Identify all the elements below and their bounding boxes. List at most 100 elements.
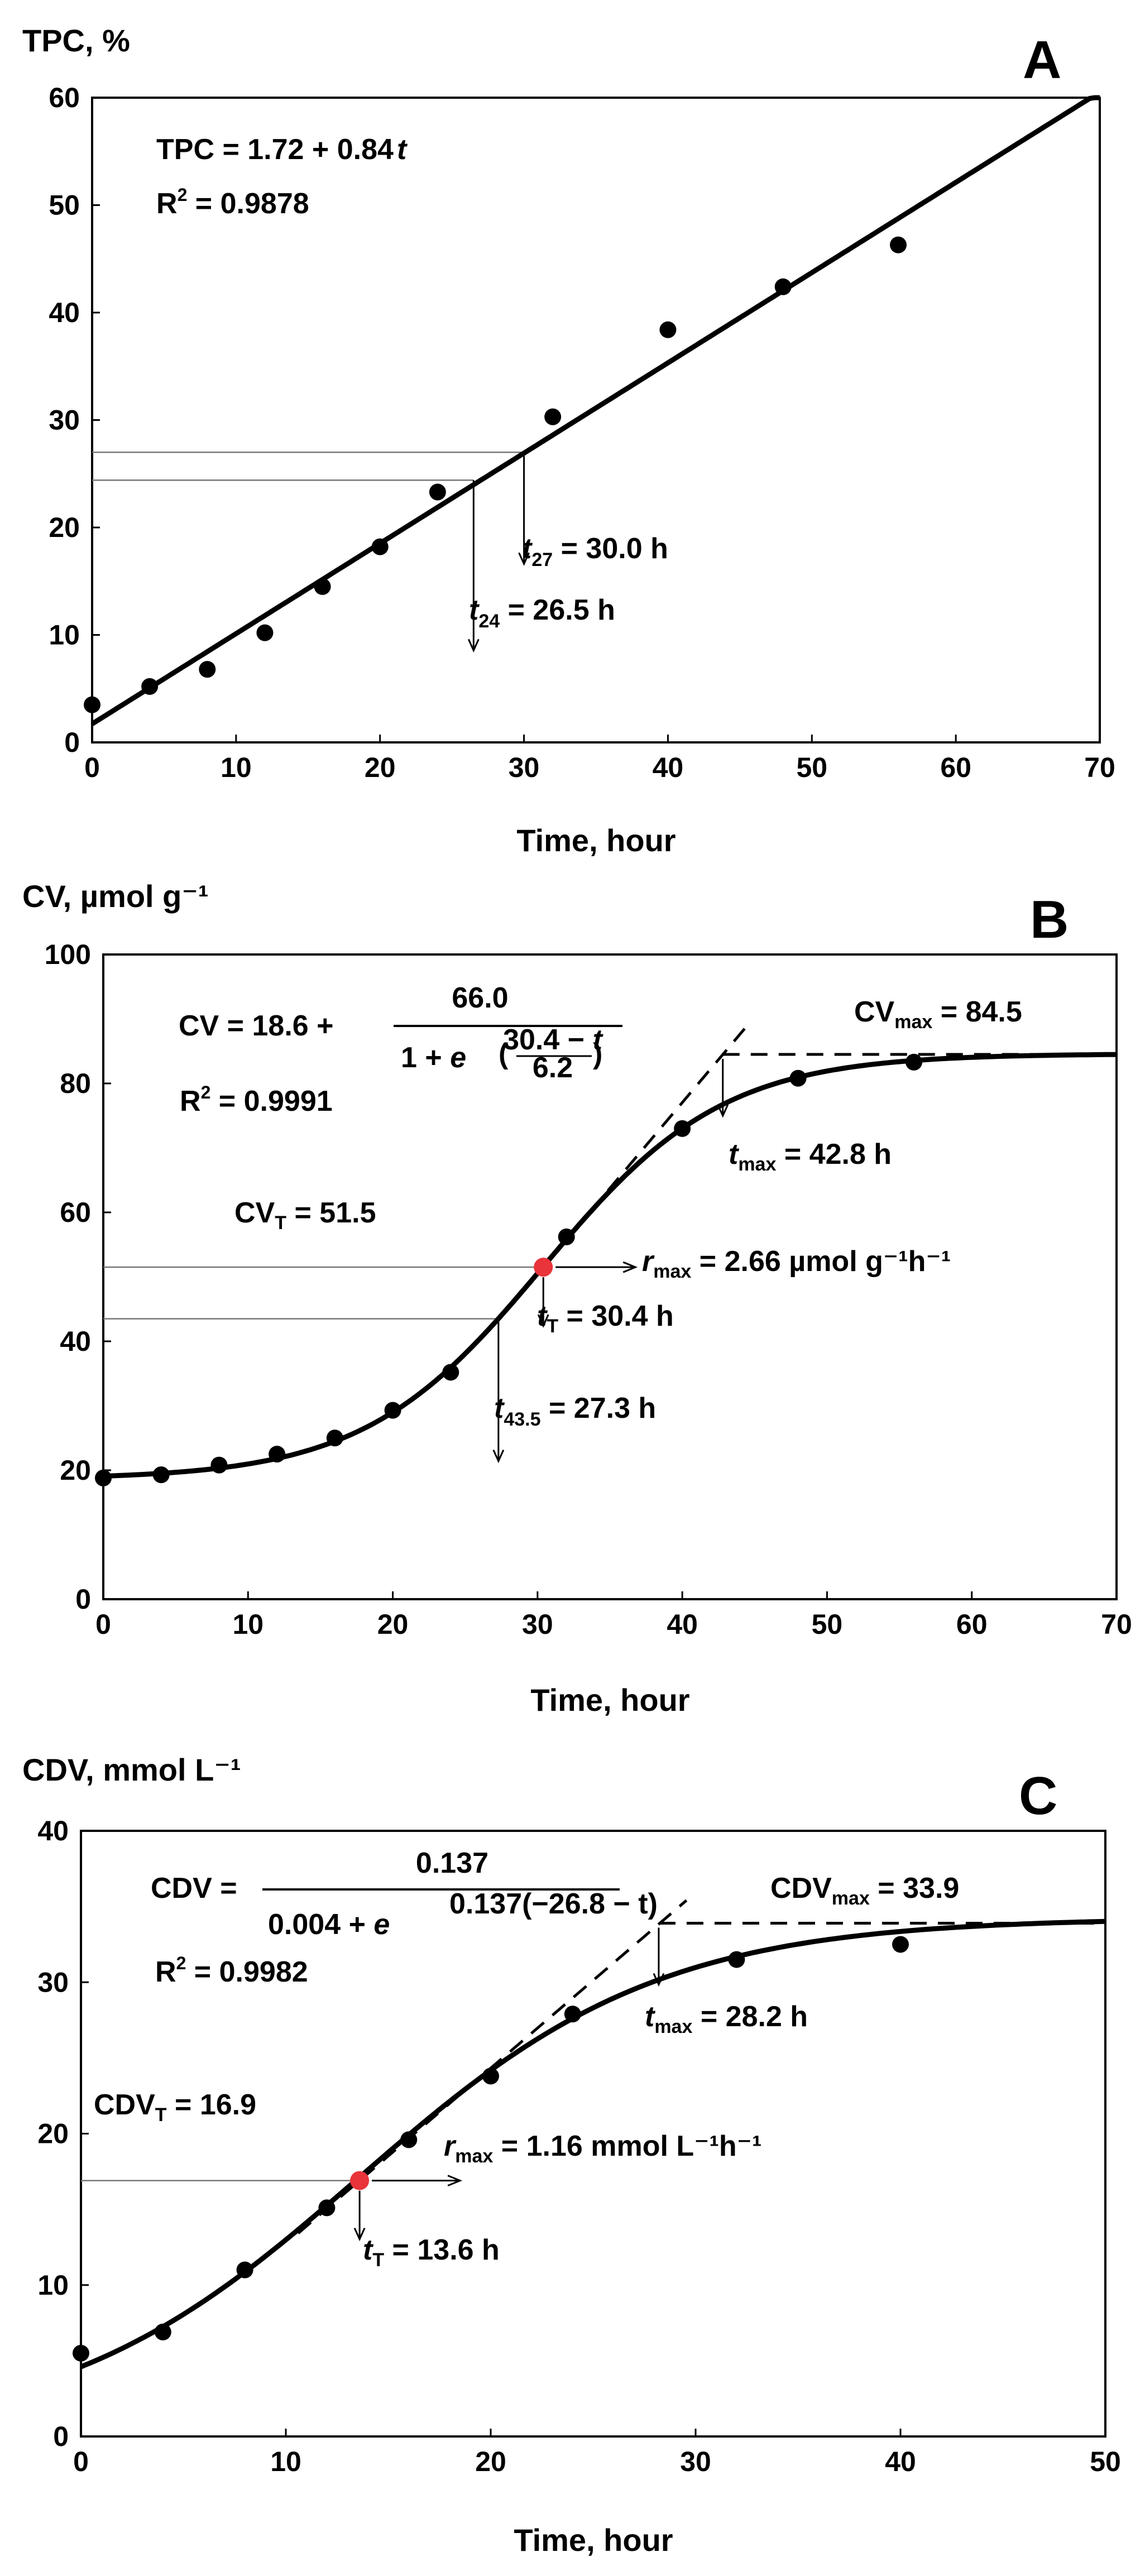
y-tick-label: 60 bbox=[60, 1197, 91, 1228]
panel-b-y-ticks: 0 20 40 60 80 100 bbox=[45, 939, 111, 1615]
panel-b-tt-label: tT = 30.4 h bbox=[537, 1300, 674, 1337]
data-point bbox=[906, 1053, 922, 1071]
x-tick-label: 50 bbox=[1090, 2446, 1121, 2477]
panel-a-data-points bbox=[84, 236, 907, 713]
x-tick-label: 10 bbox=[270, 2446, 301, 2477]
data-point bbox=[890, 236, 907, 253]
data-point bbox=[95, 1469, 112, 1486]
panel-a-ylabel: TPC, % bbox=[22, 23, 130, 58]
data-point bbox=[659, 321, 677, 338]
panel-b-tmax-label: tmax = 42.8 h bbox=[729, 1138, 892, 1175]
data-point bbox=[314, 578, 331, 595]
y-tick-label: 20 bbox=[49, 512, 80, 543]
data-point bbox=[269, 1446, 286, 1463]
data-point bbox=[256, 624, 274, 641]
panel-a-letter: A bbox=[1023, 30, 1061, 90]
tt-arrow-head bbox=[537, 1314, 549, 1328]
panel-c-guides bbox=[81, 1899, 1105, 2242]
panel-c-tt-label: tT = 13.6 h bbox=[363, 2234, 500, 2271]
svg-text:0.004 + e: 0.004 + e bbox=[268, 1908, 390, 1941]
threshold-arrow-head bbox=[492, 1449, 505, 1464]
y-tick-label: 40 bbox=[60, 1326, 91, 1357]
x-tick-label: 0 bbox=[84, 752, 100, 783]
panel-b-equation: CV = 18.6 + 66.0 1 + e ( 30.4 − t 6.2 ) bbox=[179, 982, 622, 1084]
panel-c-cdvt-label: CDVT = 16.9 bbox=[94, 2089, 256, 2126]
y-tick-label: 0 bbox=[53, 2421, 69, 2452]
y-tick-label: 20 bbox=[60, 1455, 91, 1486]
panel-a-x-ticks: 0 10 20 30 40 50 60 70 bbox=[84, 735, 1115, 783]
x-tick-label: 60 bbox=[956, 1609, 988, 1640]
x-tick-label: 20 bbox=[377, 1609, 409, 1640]
y-tick-label: 50 bbox=[49, 190, 80, 221]
x-tick-label: 40 bbox=[667, 1609, 698, 1640]
panel-b-ylabel: CV, µmol g⁻¹ bbox=[22, 879, 209, 914]
data-point bbox=[199, 661, 216, 678]
svg-text:(: ( bbox=[499, 1038, 509, 1070]
x-tick-label: 70 bbox=[1084, 752, 1115, 783]
data-point bbox=[564, 2006, 581, 2023]
panel-c-equation: CDV = 0.137 0.004 + e 0.137(−26.8 − t) bbox=[151, 1847, 658, 1941]
y-tick-label: 30 bbox=[49, 405, 80, 436]
data-point bbox=[558, 1228, 575, 1245]
x-tick-label: 50 bbox=[812, 1609, 843, 1640]
data-point bbox=[674, 1120, 691, 1137]
panel-a-t27-label: t27 = 30.0 h bbox=[522, 533, 668, 570]
x-tick-label: 0 bbox=[95, 1609, 111, 1640]
threshold-arrow-head bbox=[467, 639, 480, 653]
y-tick-label: 0 bbox=[75, 1584, 91, 1615]
x-tick-label: 30 bbox=[509, 752, 540, 783]
y-tick-label: 20 bbox=[37, 2118, 69, 2150]
y-tick-label: 60 bbox=[49, 82, 80, 113]
data-point bbox=[482, 2067, 499, 2085]
svg-text:6.2: 6.2 bbox=[533, 1052, 573, 1084]
panel-a: TPC, % A 0 10 20 30 40 50 60 0 10 20 30 40 50 60 70 T… bbox=[22, 23, 1115, 858]
y-tick-label: 100 bbox=[45, 939, 91, 970]
panel-b: CV, µmol g⁻¹ B 0 20 40 60 80 100 0 10 20 30 40 50 6… bbox=[22, 879, 1132, 1718]
y-tick-label: 80 bbox=[60, 1068, 91, 1099]
data-point bbox=[774, 278, 792, 295]
data-point bbox=[789, 1069, 807, 1087]
y-tick-label: 40 bbox=[37, 1815, 69, 1846]
x-tick-label: 40 bbox=[885, 2446, 916, 2477]
panel-c-rmax-label: rmax = 1.16 mmol L⁻¹h⁻¹ bbox=[444, 2130, 761, 2167]
data-point bbox=[236, 2261, 253, 2278]
panel-c-data-points bbox=[73, 1936, 909, 2362]
svg-text:0.137: 0.137 bbox=[416, 1847, 488, 1879]
data-point bbox=[429, 483, 446, 501]
x-tick-label: 40 bbox=[653, 752, 684, 783]
panel-c-y-ticks: 0 10 20 30 40 bbox=[37, 1815, 89, 2452]
panel-a-t24-label: t24 = 26.5 h bbox=[469, 594, 615, 632]
inflection-point bbox=[534, 1258, 553, 1277]
panel-c-r2: R2 = 0.9982 bbox=[155, 1953, 308, 1988]
data-point bbox=[371, 538, 389, 555]
threshold-arrow-head bbox=[518, 552, 530, 566]
y-tick-label: 10 bbox=[49, 620, 80, 651]
panel-c-cdvmax-label: CDVmax = 33.9 bbox=[770, 1872, 959, 1909]
data-point bbox=[154, 2323, 171, 2340]
rmax-arrow-head bbox=[622, 1261, 638, 1273]
panel-a-threshold-guides bbox=[92, 452, 530, 653]
x-tick-label: 30 bbox=[680, 2446, 711, 2477]
panel-b-xlabel: Time, hour bbox=[530, 1682, 689, 1718]
panel-c-letter: C bbox=[1019, 1766, 1057, 1826]
panel-a-equation: TPC = 1.72 + 0.84 t bbox=[156, 133, 408, 166]
y-tick-label: 30 bbox=[37, 1966, 69, 1998]
panel-b-t435-label: t43.5 = 27.3 h bbox=[494, 1392, 656, 1430]
panel-c-xlabel: Time, hour bbox=[514, 2522, 673, 2558]
panel-a-r2: R2 = 0.9878 bbox=[156, 185, 309, 220]
data-point bbox=[152, 1466, 170, 1484]
data-point bbox=[400, 2131, 418, 2148]
data-point bbox=[210, 1456, 228, 1474]
x-tick-label: 20 bbox=[475, 2446, 506, 2477]
x-tick-label: 10 bbox=[221, 752, 252, 783]
svg-text:30.4 − t: 30.4 − t bbox=[503, 1024, 603, 1056]
data-point bbox=[384, 1402, 401, 1419]
svg-text:66.0: 66.0 bbox=[452, 982, 508, 1014]
inflection-point bbox=[350, 2171, 370, 2190]
x-tick-label: 30 bbox=[522, 1609, 553, 1640]
x-tick-label: 60 bbox=[940, 752, 971, 783]
panel-c-tmax-label: tmax = 28.2 h bbox=[645, 2001, 808, 2037]
panel-c-ylabel: CDV, mmol L⁻¹ bbox=[22, 1752, 241, 1787]
data-point bbox=[73, 2344, 89, 2362]
panel-b-plot-frame bbox=[102, 953, 1118, 1600]
